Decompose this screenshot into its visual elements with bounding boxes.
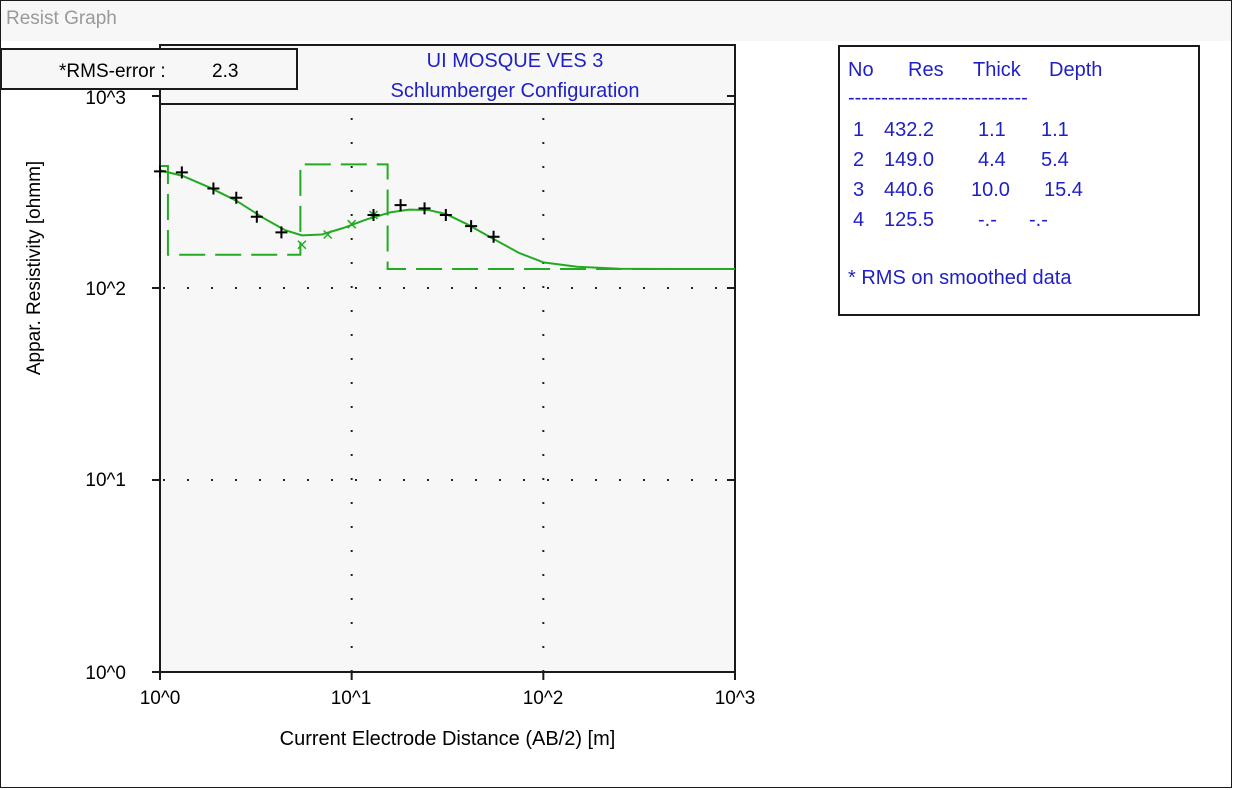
header-thick: Thick: [973, 59, 1021, 81]
measured-point: [439, 208, 452, 221]
smoothed-point: [347, 219, 357, 229]
row-2-res: 149.0: [884, 149, 935, 171]
x-tick-label: 10^1: [330, 688, 372, 709]
layer-model-line: [160, 163, 735, 271]
measured-point: [394, 199, 407, 212]
row-3-no: 3: [853, 179, 865, 201]
measured-point: [487, 230, 500, 243]
measured-point: [230, 191, 243, 204]
header-separator: ---------------------------: [848, 87, 1028, 109]
row-2-no: 2: [853, 149, 865, 171]
measured-point: [207, 182, 220, 195]
measured-point: [250, 210, 263, 223]
series: [154, 163, 735, 271]
row-1-depth: 1.1: [1041, 119, 1069, 141]
row-2-depth: 5.4: [1041, 149, 1069, 171]
row-4-no: 4: [853, 209, 865, 231]
layer-table: No Res Thick Depth ---------------------…: [838, 45, 1200, 316]
plot-frame: [159, 44, 736, 673]
plot-background: [160, 45, 735, 672]
x-tick-label: 10^0: [139, 688, 181, 709]
row-1-res: 432.2: [884, 119, 935, 141]
axis-ticks: [152, 95, 736, 680]
measured-point: [275, 226, 288, 239]
rms-error-value: 2.3: [212, 61, 239, 82]
x-tick-label: 10^2: [522, 688, 564, 709]
row-1-no: 1: [853, 119, 865, 141]
row-4-depth: -.-: [1029, 209, 1048, 231]
measured-point: [175, 166, 188, 179]
measured-point: [418, 202, 431, 215]
measured-point: [367, 208, 380, 221]
smoothed-point: [323, 229, 333, 240]
row-4-thick: -.-: [978, 209, 997, 231]
row-1-thick: 1.1: [978, 119, 1006, 141]
y-tick-label: 10^0: [85, 663, 126, 684]
measured-point: [465, 220, 478, 233]
rms-note: * RMS on smoothed data: [848, 267, 1072, 289]
header-depth: Depth: [1049, 59, 1103, 81]
row-2-thick: 4.4: [978, 149, 1006, 171]
y-tick-label: 10^3: [85, 88, 126, 109]
x-axis-label: Current Electrode Distance (AB/2) [m]: [279, 728, 616, 750]
smoothed-point: [297, 240, 307, 250]
rms-error-label: *RMS-error :: [59, 61, 166, 82]
x-tick-label: 10^3: [714, 688, 756, 709]
rms-error-box: *RMS-error : 2.3: [0, 48, 298, 90]
window-title: Resist Graph: [6, 8, 117, 29]
y-tick-label: 10^2: [85, 279, 126, 300]
chart-title: UI MOSQUE VES 3: [426, 50, 604, 72]
header-res: Res: [908, 59, 944, 81]
title-bar: Resist Graph: [1, 1, 1231, 41]
y-tick-label: 10^1: [85, 470, 126, 491]
chart-subtitle: Schlumberger Configuration: [390, 80, 640, 102]
row-3-thick: 10.0: [971, 179, 1010, 201]
measured-point: [154, 165, 166, 178]
row-3-depth: 15.4: [1044, 179, 1083, 201]
row-4-res: 125.5: [884, 209, 935, 231]
y-axis-label-text: Appar. Resistivity [ohmm]: [24, 160, 45, 376]
row-3-res: 440.6: [884, 179, 935, 201]
header-no: No: [848, 59, 874, 81]
